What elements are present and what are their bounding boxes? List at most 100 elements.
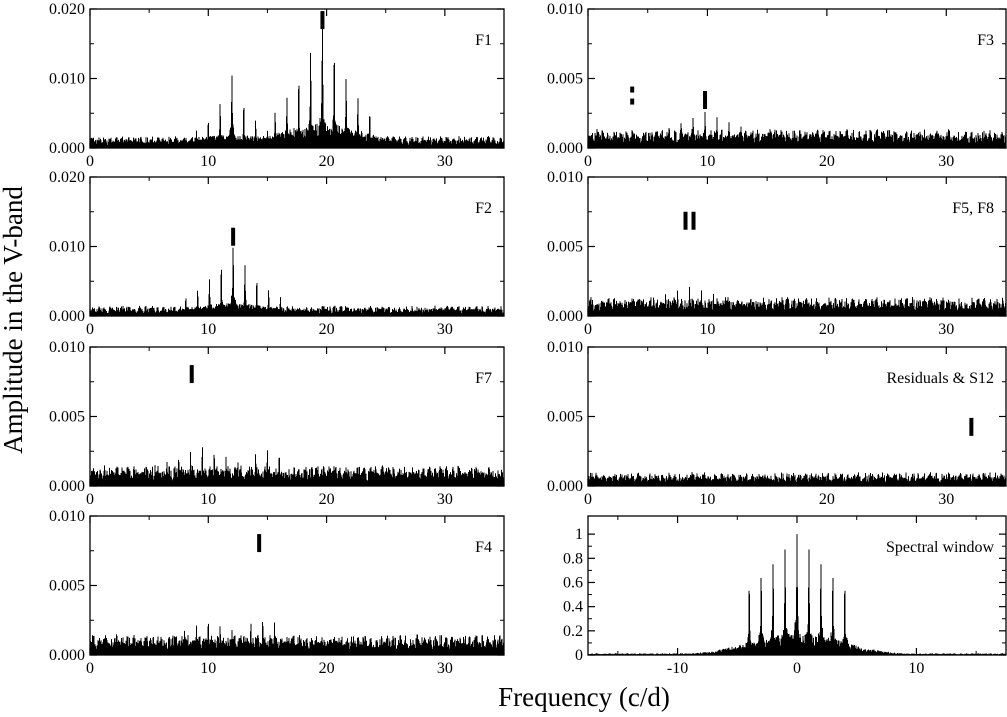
x-axis-label: Frequency (c/d)	[498, 682, 670, 712]
spectrum-trace	[89, 247, 505, 316]
x-tick-label: 10	[200, 321, 216, 338]
x-tick-label: 20	[319, 153, 335, 170]
x-tick-label: 20	[819, 153, 835, 170]
x-tick-label: 20	[319, 321, 335, 338]
x-tick-label: 30	[437, 153, 453, 170]
plot-frame	[89, 176, 505, 317]
plot-frame	[89, 515, 505, 656]
y-tick-label: 0.010	[49, 339, 85, 356]
y-tick-label: 0.020	[49, 1, 85, 18]
spectrum-trace	[587, 286, 1007, 316]
spectrum-trace	[587, 472, 1007, 486]
x-tick-label: 0	[86, 321, 94, 338]
y-tick-label: 0.2	[563, 623, 583, 640]
x-tick-label: 20	[819, 491, 835, 508]
y-tick-label: 0.005	[547, 71, 583, 88]
y-tick-label: 0.6	[563, 574, 583, 591]
y-tick-label: 0.005	[49, 578, 85, 595]
frequency-marker	[630, 98, 635, 105]
y-tick-label: 0.010	[49, 239, 85, 256]
plot-frame	[89, 346, 505, 487]
y-tick-label: 0.000	[547, 140, 583, 157]
y-tick-label: 0.000	[49, 478, 85, 495]
plot-frame	[587, 346, 1007, 487]
frequency-marker	[231, 227, 236, 246]
y-tick-label: 0.4	[563, 599, 583, 616]
panel-label: F2	[475, 200, 492, 217]
x-tick-label: 0	[86, 491, 94, 508]
x-tick-label: 10	[699, 153, 715, 170]
panel-label: Residuals & S12	[886, 370, 994, 387]
frequency-marker	[683, 211, 688, 230]
plot-frame	[587, 176, 1007, 317]
y-tick-label: 0.010	[547, 1, 583, 18]
y-tick-label: 0.005	[547, 239, 583, 256]
x-tick-label: 30	[938, 491, 954, 508]
y-tick-label: 0.000	[49, 647, 85, 664]
x-tick-label: 30	[437, 321, 453, 338]
x-tick-label: 0	[86, 660, 94, 677]
panel-8: -10 0 10 0 0.2 0.4 0.6 0.8 1 Spectral window	[563, 515, 1007, 677]
y-tick-label: 0.8	[563, 550, 583, 567]
y-axis-label: Amplitude in the V-band	[0, 186, 28, 454]
y-tick-label: 0.000	[547, 478, 583, 495]
x-tick-label: 30	[437, 660, 453, 677]
y-tick-label: 0.000	[49, 140, 85, 157]
spectrum-trace	[587, 111, 1007, 148]
panel-6: 0 10 20 30 0.000 0.005 0.010 Residuals & S12	[547, 339, 1007, 508]
spectrum-trace	[89, 447, 505, 486]
frequency-marker	[703, 91, 708, 110]
y-tick-label: 0.020	[49, 169, 85, 186]
frequency-marker	[189, 365, 194, 384]
panel-4: 0 10 20 30 0.000 0.005 0.010 F5, F8	[547, 169, 1007, 338]
x-tick-label: 0	[584, 321, 592, 338]
x-tick-label: 20	[819, 321, 835, 338]
y-tick-label: 0	[575, 647, 583, 664]
x-tick-label: 30	[938, 153, 954, 170]
y-tick-label: 0.000	[547, 308, 583, 325]
x-tick-label: 10	[908, 660, 924, 677]
x-tick-label: 30	[938, 321, 954, 338]
x-tick-label: 20	[319, 491, 335, 508]
x-tick-label: 10	[200, 660, 216, 677]
x-tick-label: 10	[200, 153, 216, 170]
x-tick-label: 20	[319, 660, 335, 677]
spectrum-trace	[89, 622, 505, 655]
panel-1: 0 10 20 30 0.000 0.010 0.020 F1	[49, 1, 505, 170]
x-tick-label: 0	[86, 153, 94, 170]
x-tick-label: 0	[793, 660, 801, 677]
y-tick-label: 0.010	[49, 508, 85, 525]
frequency-marker	[969, 417, 974, 436]
x-tick-label: -10	[667, 660, 688, 677]
panel-label: F4	[475, 539, 492, 556]
x-tick-label: 0	[584, 153, 592, 170]
x-tick-label: 10	[699, 321, 715, 338]
y-tick-label: 0.010	[547, 339, 583, 356]
x-tick-label: 10	[200, 491, 216, 508]
x-tick-label: 10	[699, 491, 715, 508]
panel-label: F5, F8	[952, 200, 994, 217]
frequency-marker	[630, 86, 635, 93]
panel-label: Spectral window	[886, 539, 994, 556]
plot-frame	[89, 8, 505, 149]
y-tick-label: 0.005	[547, 409, 583, 426]
panel-label: F3	[977, 32, 994, 49]
panel-5: 0 10 20 30 0.000 0.005 0.010 F7	[49, 339, 505, 508]
spectrum-trace	[89, 13, 505, 148]
panel-7: 0 10 20 30 0.000 0.005 0.010 F4	[49, 508, 505, 677]
y-tick-label: 0.005	[49, 409, 85, 426]
panel-3: 0 10 20 30 0.000 0.010 0.020 F2	[49, 169, 505, 338]
y-tick-label: 1	[575, 526, 583, 543]
frequency-marker	[257, 534, 262, 553]
y-tick-label: 0.010	[547, 169, 583, 186]
panel-label: F7	[475, 370, 492, 387]
frequency-marker	[320, 11, 325, 30]
plot-frame	[587, 8, 1007, 149]
x-tick-label: 30	[437, 491, 453, 508]
panel-label: F1	[475, 32, 492, 49]
x-tick-label: 0	[584, 491, 592, 508]
panel-2: 0 10 20 30 0.000 0.005 0.010 F3	[547, 1, 1007, 170]
y-tick-label: 0.010	[49, 71, 85, 88]
